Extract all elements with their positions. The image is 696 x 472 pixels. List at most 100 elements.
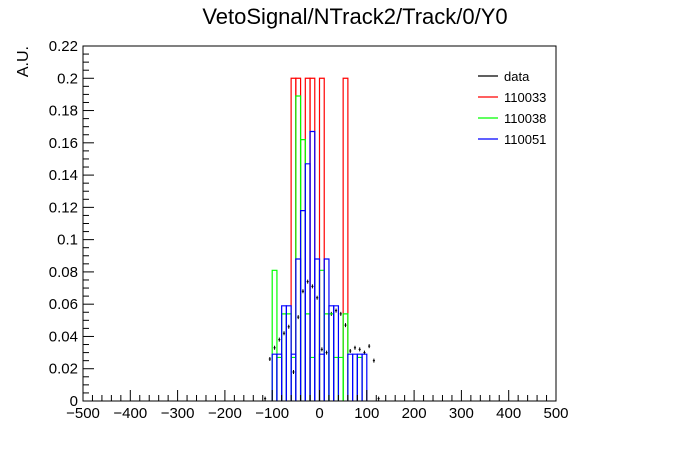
data-point-16: [339, 311, 342, 316]
x-tick-label: 400: [496, 405, 521, 422]
bar-110051-4: [290, 353, 297, 401]
bar-110038-8: [309, 356, 316, 401]
bar-110033-1: [295, 77, 302, 401]
data-point-18: [349, 348, 352, 353]
data-point-6: [292, 369, 295, 374]
y-tick-label: 0.22: [49, 38, 78, 55]
legend-label: data: [504, 69, 530, 84]
y-tick-label: 0.18: [49, 103, 78, 120]
bar-110033-9: [342, 77, 349, 401]
bar-110033-3: [304, 77, 311, 401]
bar-110038-4: [290, 356, 297, 401]
bar-110051-1: [276, 353, 283, 401]
x-tick-label: −500: [66, 405, 100, 422]
x-tick-label: −100: [255, 405, 289, 422]
axis-ticks: −500 −400 −300 −200 −100 0 100 200 300 400 500 0 0.0…: [49, 38, 569, 422]
bar-110038-2: [281, 313, 287, 401]
bar-110051-5: [295, 258, 302, 401]
data-point-2: [273, 345, 276, 350]
x-tick-label: 500: [543, 405, 568, 422]
bar-110051-17: [352, 353, 358, 401]
x-tick-label: 200: [402, 405, 427, 422]
bar-110051-9: [314, 258, 321, 401]
bar-110038-10: [318, 269, 325, 401]
legend-entry-110051: 110051: [478, 132, 546, 147]
data-point-13: [325, 350, 328, 355]
bar-110051-6: [299, 209, 306, 401]
x-tick-label: −400: [113, 405, 147, 422]
data-point-0: [264, 396, 267, 401]
bar-110038-18: [356, 356, 363, 401]
bar-110038-6: [299, 138, 306, 401]
bar-110038-5: [295, 95, 302, 401]
y-tick-label: 0.16: [49, 135, 78, 152]
y-tick-label: 0.1: [57, 232, 78, 249]
data-point-23: [372, 358, 375, 363]
bar-110038-11: [323, 313, 330, 401]
bar-110038-7: [304, 313, 311, 401]
data-point-11: [316, 295, 319, 300]
y-tick-label: 0.2: [57, 70, 78, 87]
legend-entry-110033: 110033: [478, 90, 546, 105]
data-point-10: [311, 284, 314, 289]
data-point-9: [306, 279, 309, 284]
x-tick-label: 300: [449, 405, 474, 422]
data-point-17: [344, 323, 347, 328]
data-point-22: [368, 344, 371, 349]
bar-110051-8: [309, 130, 316, 401]
y-tick-label: 0.02: [49, 361, 78, 378]
data-point-12: [320, 347, 323, 352]
bar-110033-0: [290, 77, 297, 401]
y-tick-label: 0.06: [49, 296, 78, 313]
bar-110051-13: [333, 305, 340, 401]
bar-110051-12: [328, 305, 335, 401]
series-110051: [271, 130, 368, 401]
x-tick-label: 100: [354, 405, 379, 422]
bar-110051-10: [318, 353, 325, 401]
bar-110051-11: [323, 258, 330, 401]
y-axis-label: A.U.: [15, 46, 32, 77]
legend-entry-110038: 110038: [478, 111, 546, 126]
data-point-3: [278, 337, 281, 342]
bar-110033-4: [309, 77, 316, 401]
legend: data 110033 110038 110051: [478, 69, 546, 147]
bar-110038-0: [271, 269, 278, 401]
series-data: [264, 279, 380, 401]
bar-110038-13: [333, 356, 340, 401]
bar-110051-16: [347, 353, 354, 401]
series-110038: [271, 95, 363, 401]
x-tick-label: −300: [161, 405, 195, 422]
y-tick-label: 0.12: [49, 199, 78, 216]
legend-label: 110051: [504, 132, 546, 147]
x-tick-label: −200: [208, 405, 242, 422]
data-point-7: [297, 315, 300, 320]
series-layer: [264, 77, 380, 401]
bar-110051-18: [356, 353, 363, 401]
bar-110038-1: [276, 356, 283, 401]
y-tick-label: 0.04: [49, 328, 78, 345]
bar-110033-6: [318, 77, 325, 401]
legend-label: 110038: [504, 111, 546, 126]
data-point-5: [287, 324, 290, 329]
data-point-19: [353, 345, 357, 350]
data-point-4: [282, 331, 286, 336]
x-tick-label: 0: [315, 405, 323, 422]
y-tick-label: 0: [70, 393, 78, 410]
bar-110051-3: [285, 305, 292, 401]
y-tick-label: 0.08: [49, 264, 78, 281]
data-point-24: [377, 396, 380, 401]
legend-label: 110033: [504, 90, 546, 105]
bar-110051-0: [271, 353, 278, 401]
data-point-20: [358, 347, 361, 352]
bar-110051-19: [361, 353, 368, 401]
bar-110051-2: [281, 305, 287, 401]
data-point-1: [268, 357, 271, 362]
bar-110038-14: [337, 356, 344, 401]
legend-entry-data: data: [478, 69, 530, 84]
y-tick-label: 0.14: [49, 167, 78, 184]
data-point-15: [334, 308, 338, 313]
bar-110038-12: [328, 313, 335, 401]
chart-title: VetoSignal/NTrack2/Track/0/Y0: [202, 4, 507, 29]
data-point-8: [301, 289, 305, 294]
